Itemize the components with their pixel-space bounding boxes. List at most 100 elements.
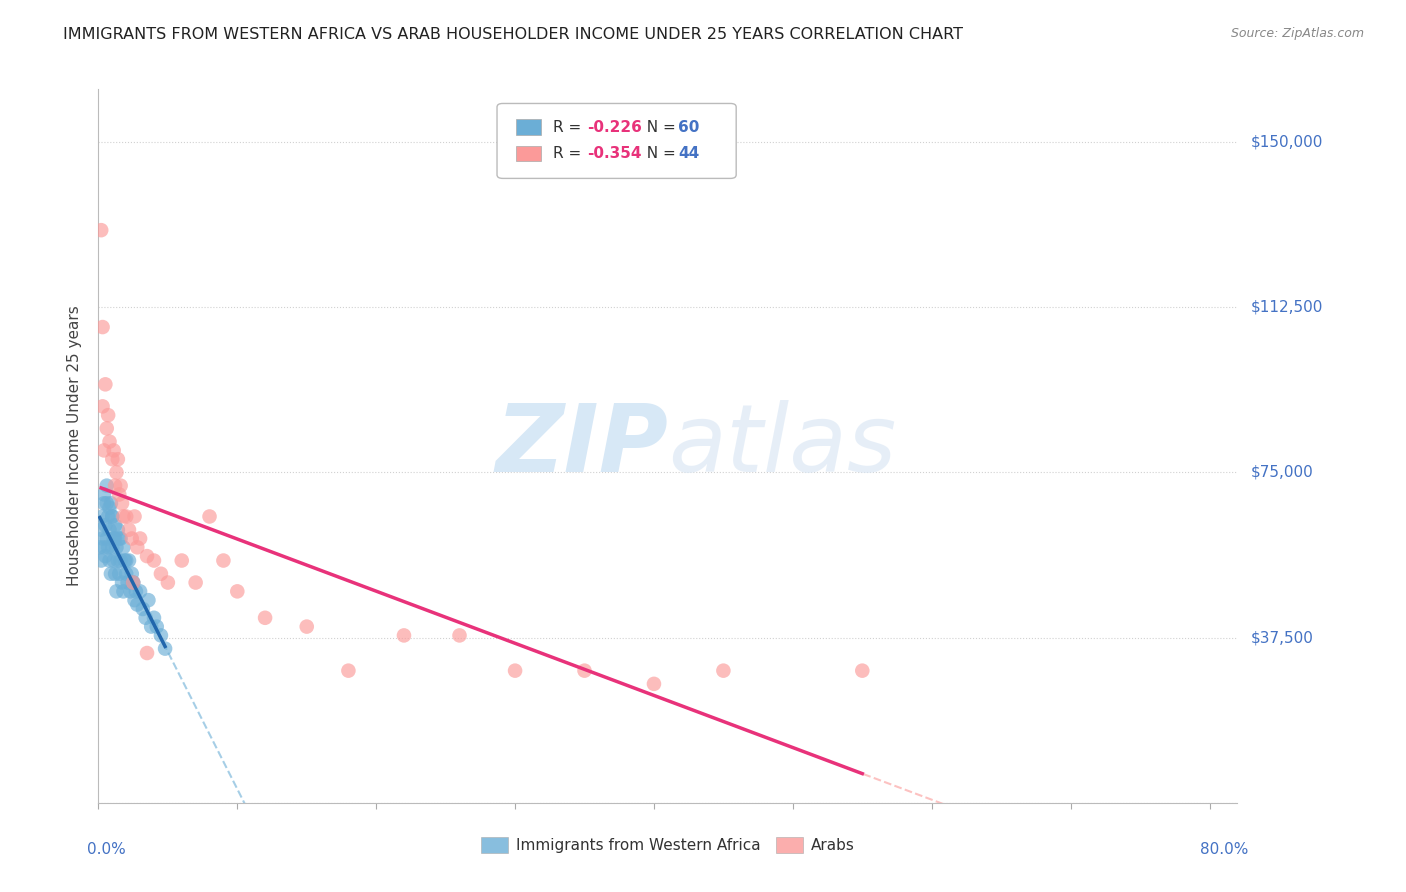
Point — [136, 549, 159, 563]
Point — [91, 532, 114, 546]
Text: 60: 60 — [678, 120, 699, 135]
Point — [90, 523, 112, 537]
Point — [149, 628, 172, 642]
Point — [136, 646, 159, 660]
Point — [101, 509, 124, 524]
Point — [96, 496, 118, 510]
Point — [93, 487, 115, 501]
Point — [110, 553, 132, 567]
Point — [96, 478, 118, 492]
Point — [110, 532, 132, 546]
Point — [103, 553, 125, 567]
Point — [108, 487, 131, 501]
Point — [89, 541, 111, 555]
Text: $37,500: $37,500 — [1251, 630, 1315, 645]
Point — [93, 541, 115, 555]
Text: 0.0%: 0.0% — [87, 842, 125, 857]
Point — [115, 566, 138, 581]
Point — [392, 628, 415, 642]
Point — [112, 541, 135, 555]
Point — [149, 566, 172, 581]
Point — [93, 443, 115, 458]
Point — [129, 584, 152, 599]
Point — [91, 320, 114, 334]
Text: -0.226: -0.226 — [586, 120, 643, 135]
Point — [98, 523, 121, 537]
FancyBboxPatch shape — [516, 120, 541, 135]
Point — [713, 664, 735, 678]
Text: 44: 44 — [678, 146, 699, 161]
Text: $75,000: $75,000 — [1251, 465, 1315, 480]
Point — [117, 575, 139, 590]
Legend: Immigrants from Western Africa, Arabs: Immigrants from Western Africa, Arabs — [475, 831, 860, 859]
Point — [132, 602, 155, 616]
Point — [105, 466, 128, 480]
Point — [107, 553, 129, 567]
Point — [107, 523, 129, 537]
Point — [127, 598, 149, 612]
Point — [90, 553, 112, 567]
Point — [115, 553, 138, 567]
Point — [97, 541, 120, 555]
Point — [98, 500, 121, 515]
Point — [122, 575, 145, 590]
Text: atlas: atlas — [668, 401, 896, 491]
Text: 80.0%: 80.0% — [1201, 842, 1249, 857]
FancyBboxPatch shape — [516, 145, 541, 161]
Point — [129, 532, 152, 546]
Point — [91, 509, 114, 524]
Point — [503, 664, 526, 678]
Point — [212, 553, 235, 567]
Point — [124, 593, 146, 607]
Point — [97, 509, 120, 524]
Point — [104, 478, 127, 492]
Point — [90, 223, 112, 237]
Point — [141, 619, 163, 633]
Point — [105, 541, 128, 555]
Point — [143, 611, 166, 625]
Point — [170, 553, 193, 567]
Point — [337, 664, 360, 678]
Point — [91, 400, 114, 414]
Text: ZIP: ZIP — [495, 400, 668, 492]
FancyBboxPatch shape — [498, 103, 737, 178]
Point — [127, 541, 149, 555]
Point — [295, 619, 318, 633]
Point — [96, 421, 118, 435]
Point — [107, 452, 129, 467]
Point — [135, 611, 157, 625]
Text: $112,500: $112,500 — [1251, 300, 1323, 315]
Point — [104, 518, 127, 533]
Point — [101, 452, 124, 467]
Point — [114, 553, 136, 567]
Point — [122, 575, 145, 590]
Point — [112, 584, 135, 599]
Point — [120, 584, 142, 599]
Point — [104, 532, 127, 546]
Point — [112, 509, 135, 524]
Point — [111, 496, 134, 510]
Point — [111, 575, 134, 590]
Text: N =: N = — [637, 146, 681, 161]
Text: R =: R = — [553, 120, 586, 135]
Point — [125, 584, 148, 599]
Text: -0.354: -0.354 — [586, 146, 641, 161]
Point — [121, 532, 143, 546]
Point — [94, 518, 117, 533]
Y-axis label: Householder Income Under 25 years: Householder Income Under 25 years — [67, 306, 83, 586]
Point — [103, 532, 125, 546]
Point — [122, 575, 145, 590]
Point — [851, 664, 873, 678]
Point — [143, 553, 166, 567]
Point — [115, 509, 138, 524]
Point — [254, 611, 277, 625]
Point — [226, 584, 249, 599]
Point — [138, 593, 160, 607]
Point — [121, 566, 143, 581]
Text: IMMIGRANTS FROM WESTERN AFRICA VS ARAB HOUSEHOLDER INCOME UNDER 25 YEARS CORRELA: IMMIGRANTS FROM WESTERN AFRICA VS ARAB H… — [63, 27, 963, 42]
Point — [97, 408, 120, 422]
Point — [101, 541, 124, 555]
Point — [96, 532, 118, 546]
Point — [198, 509, 221, 524]
Point — [93, 496, 115, 510]
